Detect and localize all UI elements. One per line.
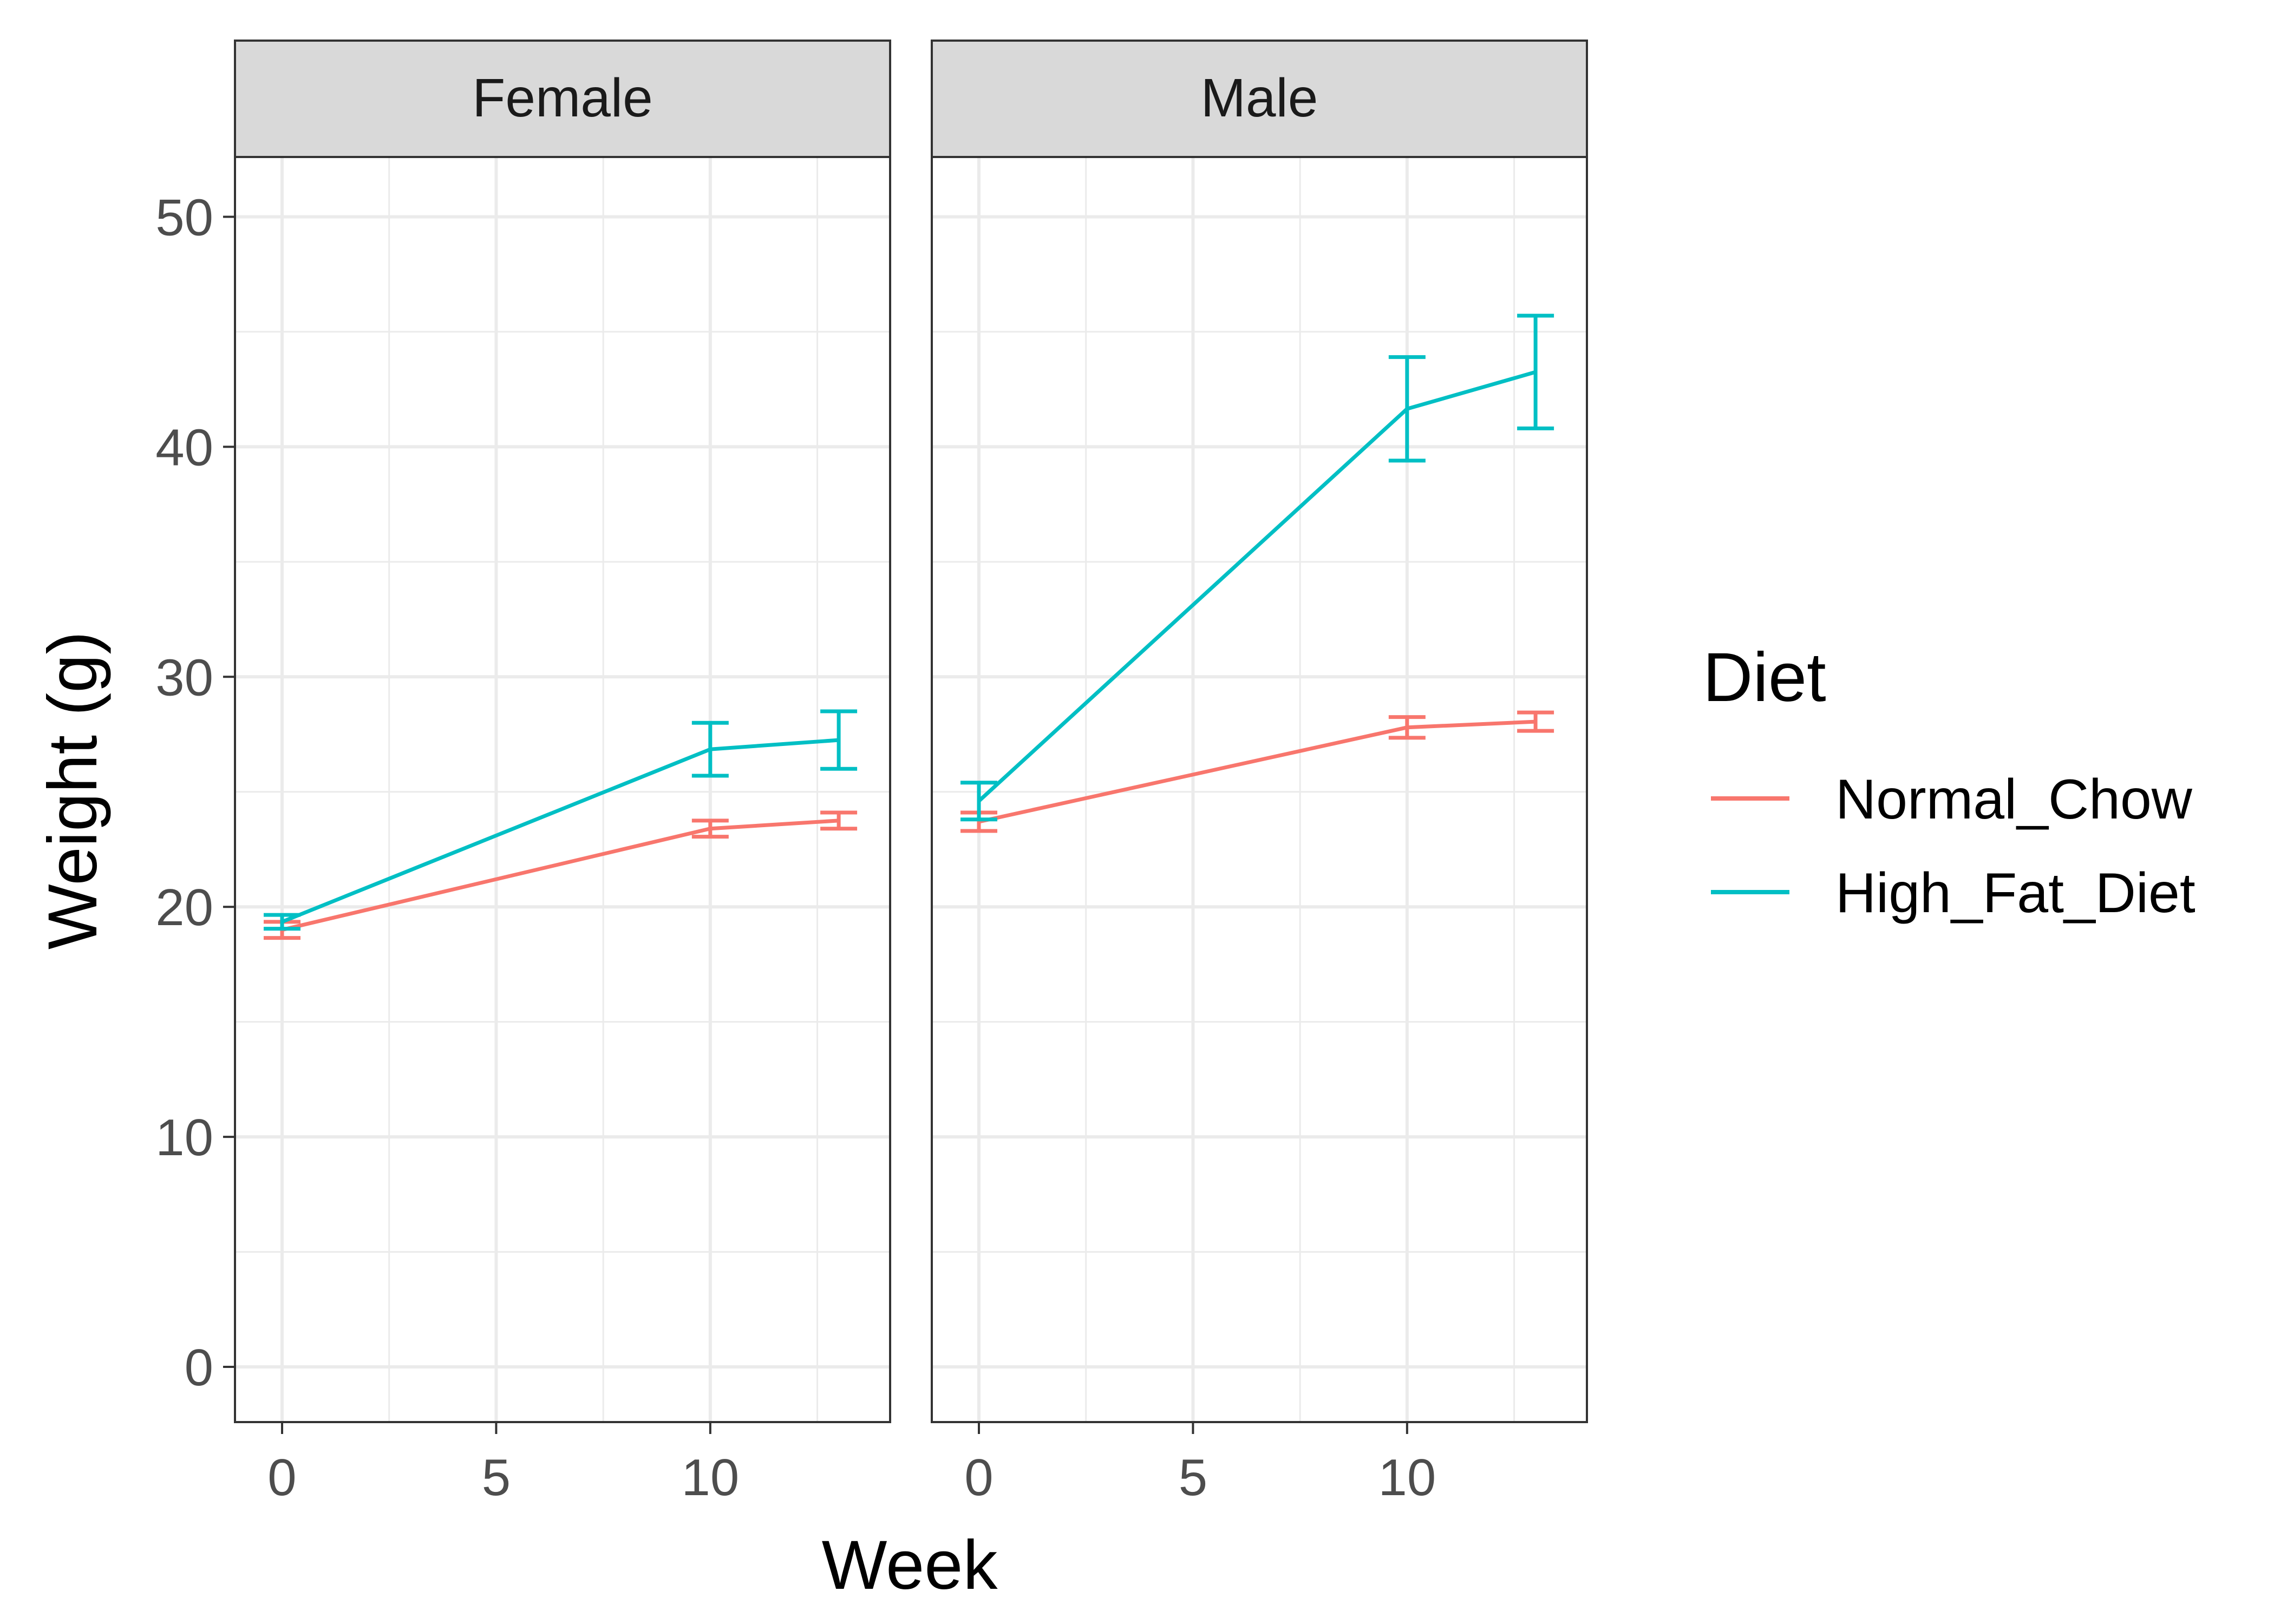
- error-bar-high-fat-diet: [1517, 313, 1554, 430]
- facet-label-male: Male: [1201, 68, 1318, 128]
- panel-male: Male 0 5 10: [931, 40, 1588, 1507]
- panel-border-male: [931, 156, 1588, 1423]
- facet-strip-female: [234, 40, 891, 158]
- panel-border-female: [234, 156, 891, 1423]
- error-bar-normal-chow: [1388, 715, 1426, 740]
- y-tick-label: 40: [155, 418, 213, 476]
- error-bar-high-fat-diet: [691, 721, 729, 778]
- legend-label-normal-chow: Normal_Chow: [1835, 768, 2193, 831]
- error-bar-high-fat-diet: [960, 781, 997, 822]
- facet-strip-male: [931, 40, 1588, 158]
- error-bar-normal-chow: [691, 818, 729, 839]
- x-tick-label: 10: [1378, 1449, 1436, 1507]
- plot-area-male: [932, 157, 1587, 1422]
- x-axis-title: Week: [822, 1527, 998, 1604]
- y-tick-label: 20: [155, 879, 213, 937]
- legend: Diet Normal_Chow High_Fat_Diet: [1703, 639, 2195, 925]
- error-bar-normal-chow: [820, 810, 858, 831]
- y-axis-title: Weight (g): [34, 631, 112, 949]
- error-bar-high-fat-diet: [1388, 355, 1426, 463]
- facet-label-female: Female: [472, 68, 652, 128]
- facet-panels: Female 0 5 10 0 10 20 30 40 50 Male 0 5 10: [155, 40, 1588, 1507]
- x-tick-label: 0: [964, 1449, 993, 1507]
- x-tick-label: 0: [267, 1449, 296, 1507]
- y-tick-label: 0: [185, 1339, 213, 1397]
- error-bar-high-fat-diet: [263, 913, 300, 931]
- error-bar-high-fat-diet: [820, 709, 858, 771]
- y-tick-label: 50: [155, 188, 213, 246]
- y-tick-label: 30: [155, 649, 213, 706]
- y-tick-label: 10: [155, 1109, 213, 1167]
- plot-area-female: [235, 157, 890, 1422]
- x-tick-label: 5: [1179, 1449, 1207, 1507]
- x-tick-label: 10: [681, 1449, 739, 1507]
- panel-female: Female 0 5 10 0 10 20 30 40 50: [155, 40, 891, 1507]
- legend-label-high-fat-diet: High_Fat_Diet: [1835, 862, 2195, 925]
- error-bar-normal-chow: [1517, 710, 1554, 733]
- legend-title: Diet: [1703, 639, 1826, 716]
- x-tick-label: 5: [482, 1449, 511, 1507]
